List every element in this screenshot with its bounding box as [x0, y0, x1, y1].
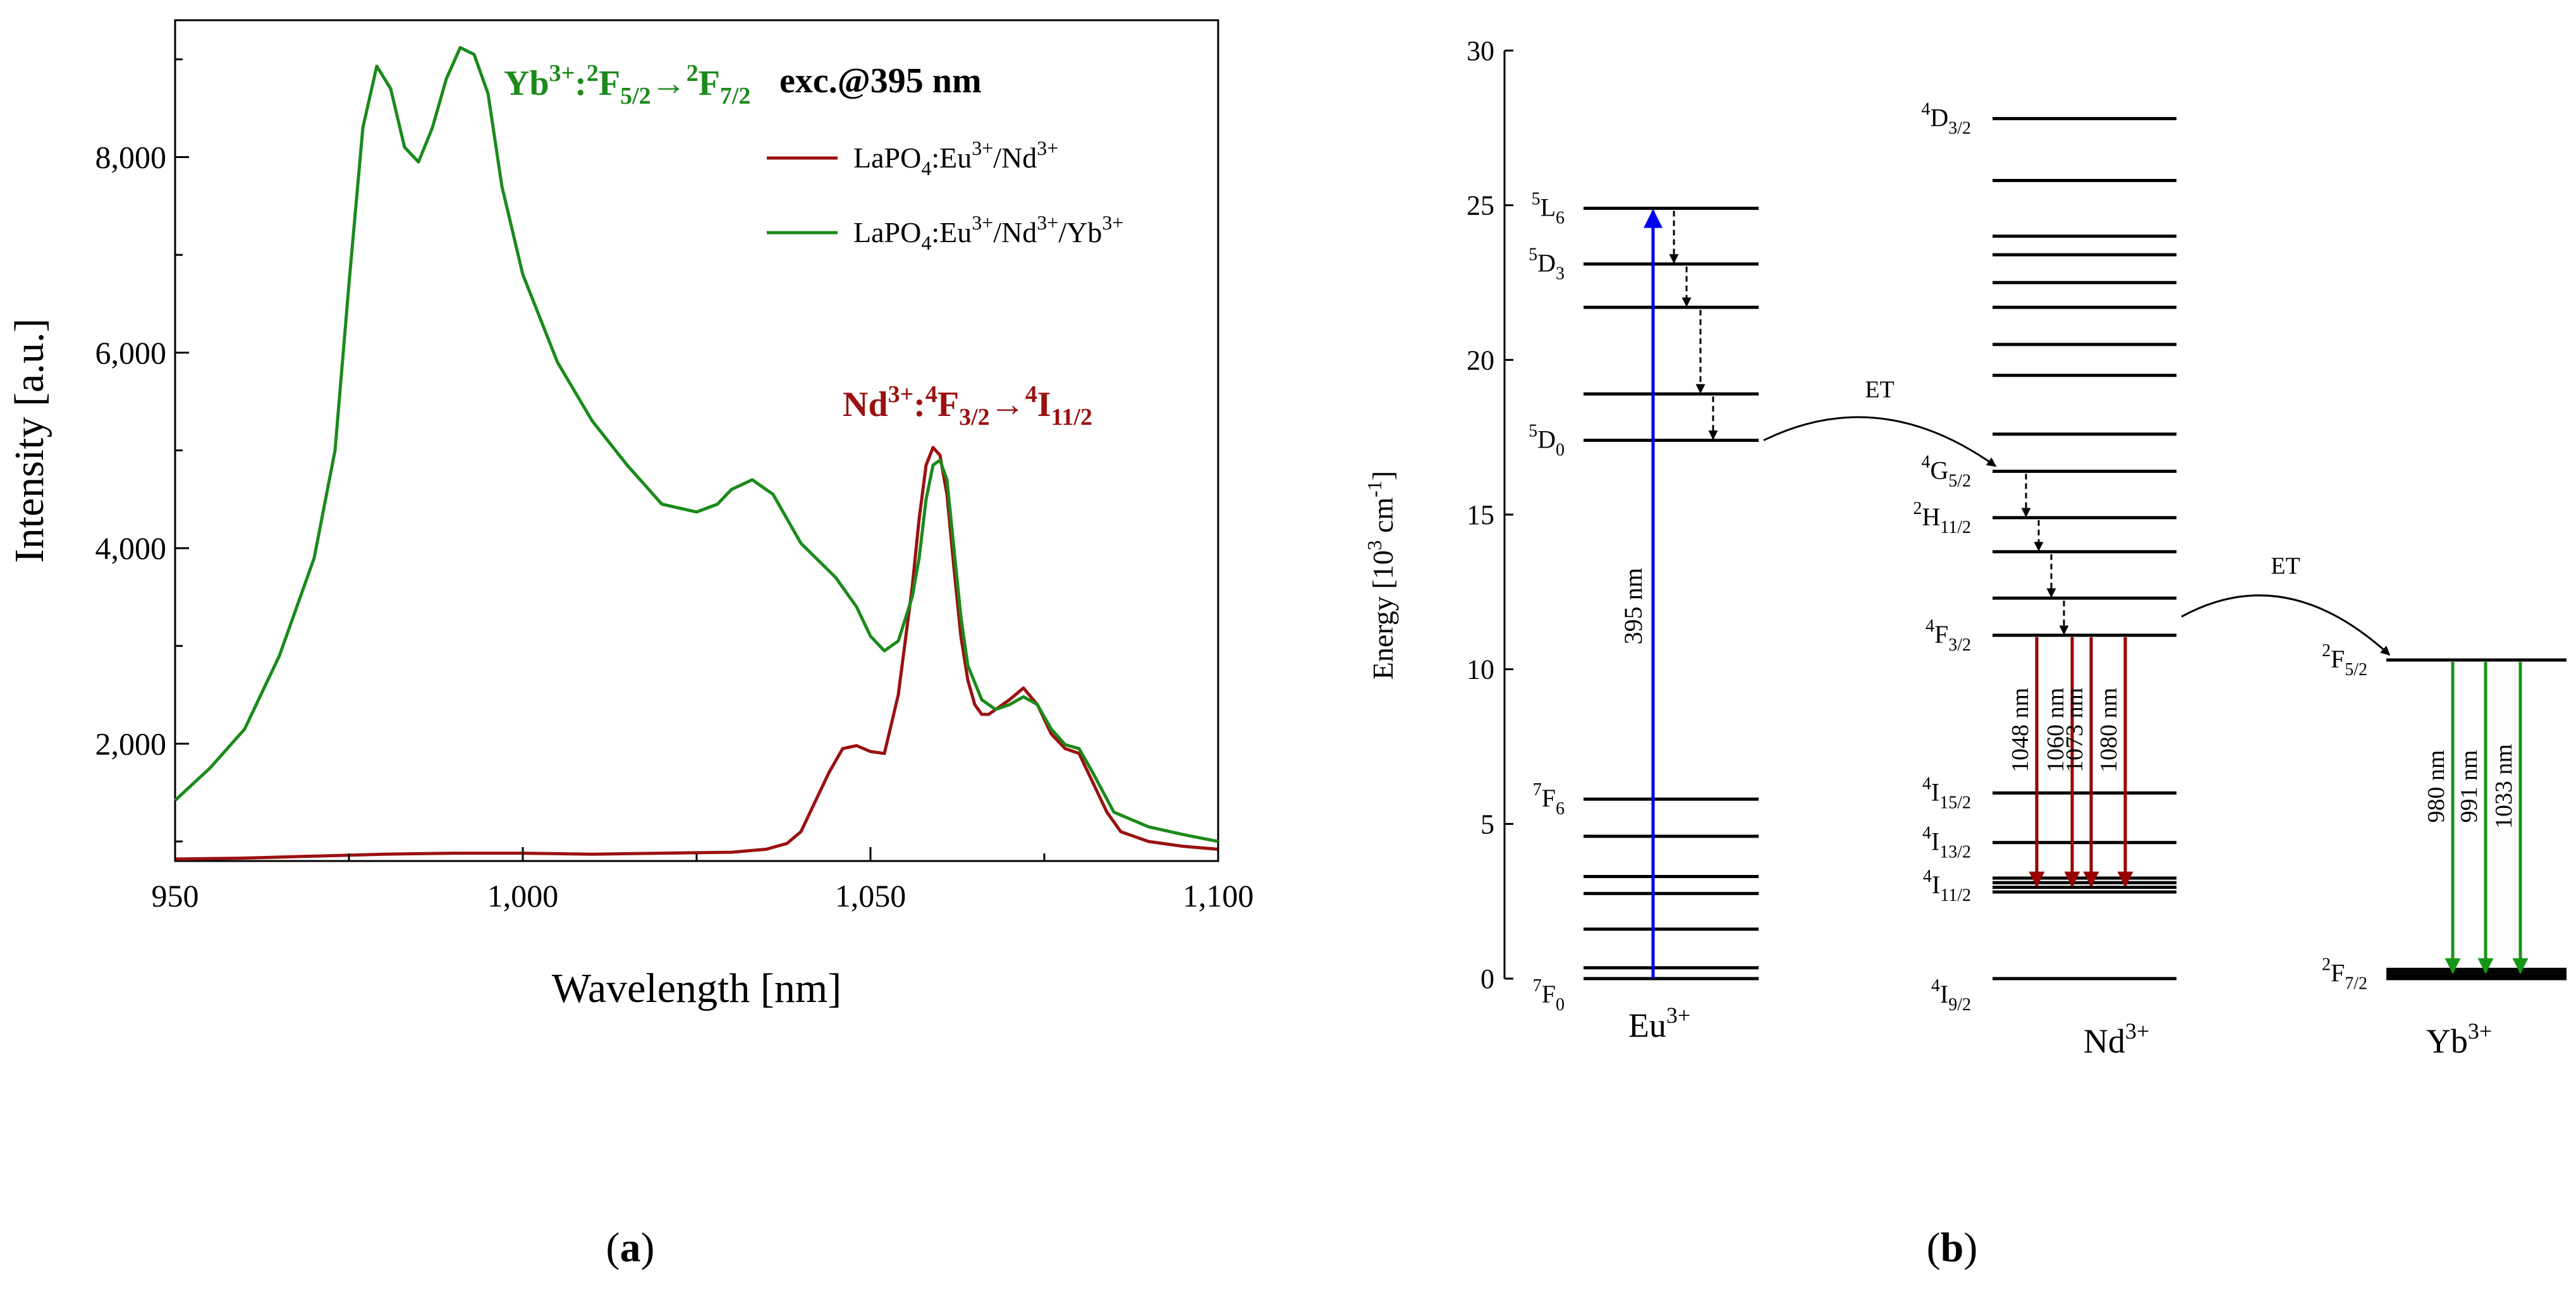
term-label: 4I13/2 — [1922, 824, 1971, 862]
term-label: 4I11/2 — [1923, 867, 1971, 905]
x-tick-label: 1,000 — [487, 878, 559, 913]
excitation-wavelength-label: 395 nm — [1619, 568, 1647, 644]
yb-emission-label: 980 nm — [2423, 750, 2450, 822]
energy-transfer-label: ET — [1865, 377, 1894, 403]
y-tick-label: 8,000 — [95, 140, 167, 175]
excitation-annotation: exc.@395 nm — [779, 61, 982, 101]
term-label: 2H11/2 — [1913, 499, 1971, 537]
y-tick-label: 2,000 — [95, 726, 167, 761]
energy-transfer-group: ET ET — [1763, 377, 2391, 656]
ion-label-eu: Eu3+ — [1628, 1003, 1690, 1044]
nd-transition-annotation: Nd3+:4F3/2→4I11/2 — [843, 381, 1092, 431]
series-line-1 — [174, 46, 1219, 843]
energy-tick-label: 10 — [1467, 654, 1494, 685]
ion-label-yb: Yb3+ — [2426, 1018, 2492, 1060]
term-label: 5D0 — [1529, 422, 1565, 460]
yb-transition-annotation: Yb3+:2F5/2→2F7/2 — [504, 60, 750, 109]
nd-emission-label: 1048 nm — [2007, 688, 2034, 773]
term-label: 7F6 — [1533, 780, 1565, 819]
series-line-0 — [174, 446, 1219, 861]
energy-tick-label: 0 — [1480, 963, 1494, 994]
energy-transfer-label: ET — [2271, 553, 2300, 579]
eu-levels-group: 5L6 5D3 5D0 7F6 7F0 395 nm — [1529, 190, 1759, 1015]
panel-a-label: (a) — [606, 1225, 655, 1271]
term-label: 4G5/2 — [1921, 452, 1971, 491]
energy-tick-label: 25 — [1467, 190, 1494, 221]
energy-transfer-arrow — [2181, 594, 2391, 656]
term-label: 4I9/2 — [1931, 976, 1971, 1015]
legend-label-nd: LaPO4:Eu3+/Nd3+ — [853, 137, 1058, 180]
legend-label-yb: LaPO4:Eu3+/Nd3+/Yb3+ — [853, 211, 1123, 254]
nd-emission-label: 1080 nm — [2096, 688, 2122, 773]
y-tick-label: 6,000 — [95, 335, 167, 370]
emission-spectrum-chart: 950 1,000 1,050 1,100 2,0004,0006,0008,000 … — [6, 19, 1254, 1271]
energy-axis-label: Energy [103 cm-1] — [1363, 471, 1399, 680]
panel-b-label: (b) — [1927, 1225, 1978, 1271]
x-tick-label: 950 — [152, 878, 199, 913]
series-group — [174, 46, 1219, 861]
term-label: 2F5/2 — [2322, 641, 2367, 680]
energy-transfer-arrow — [1763, 416, 1997, 467]
energy-tick-label: 15 — [1467, 499, 1494, 530]
term-label: 4D3/2 — [1921, 100, 1971, 138]
nd-levels-group: 4D3/2 4G5/2 2H11/2 4F3/2 4I15/2 4I13/2 4I11/2 4… — [1913, 100, 2176, 1015]
term-label: 4I15/2 — [1922, 774, 1971, 812]
x-tick-label: 1,050 — [835, 878, 906, 913]
energy-tick-group: 0 5 10 15 20 25 30 — [1467, 35, 1513, 994]
ion-label-nd: Nd3+ — [2084, 1018, 2149, 1060]
term-label: 5D3 — [1529, 245, 1565, 284]
energy-tick-label: 20 — [1467, 345, 1494, 376]
term-label: 2F7/2 — [2322, 955, 2367, 994]
y-tick-label: 4,000 — [95, 530, 167, 566]
nd-emission-label: 1073 nm — [2061, 688, 2088, 773]
y-axis-label: Intensity [a.u.] — [6, 319, 52, 563]
x-axis-label: Wavelength [nm] — [552, 965, 841, 1011]
energy-tick-label: 5 — [1480, 809, 1494, 840]
y-tick-group: 2,000 4,000 6,000 8,000 — [95, 58, 189, 843]
yb-emission-label: 1033 nm — [2491, 744, 2517, 829]
energy-tick-label: 30 — [1467, 35, 1494, 66]
energy-level-diagram: 0 5 10 15 20 25 30 Energy [103 cm-1] 5L6 5D3 5D0… — [1363, 35, 2567, 1271]
x-tick-group: 950 1,000 1,050 1,100 — [152, 847, 1254, 913]
term-label: 7F0 — [1533, 976, 1565, 1015]
x-tick-label: 1,100 — [1183, 878, 1254, 913]
legend: LaPO4:Eu3+/Nd3+ LaPO4:Eu3+/Nd3+/Yb3+ — [767, 137, 1123, 254]
yb-emission-label: 991 nm — [2456, 750, 2482, 822]
yb-levels-group: 2F5/2 2F7/2 980 nm 991 nm 1033 nm — [2322, 641, 2567, 994]
nd-emission-label: 1060 nm — [2042, 688, 2069, 773]
term-label: 5L6 — [1532, 190, 1565, 228]
term-label: 4F3/2 — [1926, 616, 1971, 655]
plot-frame — [174, 19, 1219, 862]
